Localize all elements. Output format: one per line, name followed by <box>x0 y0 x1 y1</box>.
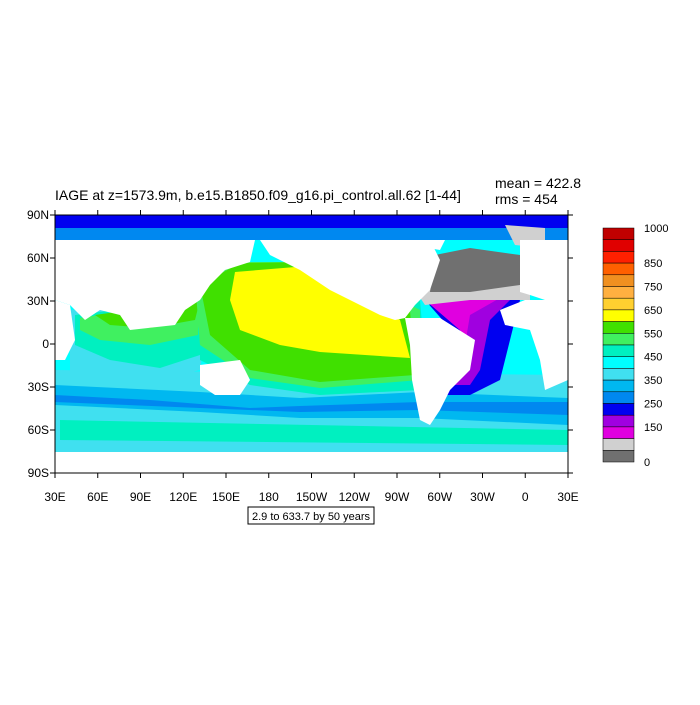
lat-label: 0 <box>42 337 49 351</box>
colorbar-box <box>602 414 635 428</box>
note-box <box>247 506 375 525</box>
lon-label: 60E <box>87 490 108 504</box>
antarctica <box>55 452 568 473</box>
lon-label: 150E <box>212 490 240 504</box>
colorbar-box <box>602 262 635 276</box>
lon-label: 120E <box>169 490 197 504</box>
colorbar-label: 0 <box>644 457 650 469</box>
australia <box>200 360 250 395</box>
colorbar-label: 750 <box>644 282 662 294</box>
colorbar-box <box>602 426 635 439</box>
lon-label: 180 <box>259 490 279 504</box>
lon-label: 120W <box>339 490 371 504</box>
title: IAGE at z=1573.9m, b.e15.B1850.f09_g16.p… <box>55 187 461 203</box>
rms: rms = 454 <box>495 191 558 207</box>
colorbar-box <box>602 438 635 451</box>
ocean-band <box>60 420 568 445</box>
lat-label: 30S <box>28 380 49 394</box>
colorbar-box <box>602 239 635 252</box>
lon-label: 0 <box>522 490 529 504</box>
lat-label: 60S <box>28 423 49 437</box>
colorbar-label: 550 <box>644 328 662 340</box>
colorbar-box <box>602 379 635 393</box>
colorbar-label: 1000 <box>644 223 668 235</box>
note: 2.9 to 633.7 by 50 years <box>252 511 371 523</box>
land <box>55 240 568 473</box>
colorbar-label: 250 <box>644 399 662 411</box>
africa <box>500 300 568 390</box>
colorbar-box <box>602 368 635 381</box>
lon-label: 30E <box>557 490 578 504</box>
lon-label: 150W <box>296 490 328 504</box>
pacific <box>230 265 410 358</box>
colorbar-label: 150 <box>644 422 662 434</box>
colorbar-box <box>602 297 635 311</box>
colorbar-box <box>602 391 635 404</box>
colorbar-box <box>602 403 635 416</box>
lat-label: 90S <box>28 466 49 480</box>
lat-label: 60N <box>27 251 49 265</box>
colorbar-box <box>602 251 635 264</box>
lat-label: 90N <box>27 208 49 222</box>
colorbar-box <box>602 309 635 322</box>
colorbar-label: 650 <box>644 305 662 317</box>
atlantic <box>430 248 520 292</box>
mean: mean = 422.8 <box>495 175 581 191</box>
south-america <box>405 318 475 425</box>
colorbar-label: 850 <box>644 258 662 270</box>
lon-label: 30E <box>44 490 65 504</box>
colorbar-label: 450 <box>644 352 662 364</box>
colorbar-box <box>602 333 635 346</box>
colorbar-box <box>602 227 635 240</box>
atlantic <box>425 295 500 345</box>
lon-label: 60W <box>427 490 452 504</box>
colorbar-box <box>602 274 635 287</box>
map <box>55 215 568 473</box>
island <box>425 240 445 250</box>
north-america <box>260 240 440 320</box>
europe <box>520 240 568 300</box>
colorbar-box <box>602 321 635 334</box>
lon-label: 30W <box>470 490 495 504</box>
lat-label: 30N <box>27 294 49 308</box>
arctic <box>55 215 568 228</box>
colorbar-box <box>602 286 635 299</box>
africa <box>55 300 75 360</box>
colorbar-box <box>602 450 635 463</box>
lon-label: 90E <box>130 490 151 504</box>
colorbar-label: 350 <box>644 375 662 387</box>
asia <box>55 240 255 330</box>
axes: 90N 60N 30N 0 30S 60S 90S 30E 60E 90E 120E 150E 180 1… <box>27 208 669 504</box>
colorbar-box <box>602 356 635 369</box>
lon-label: 90W <box>385 490 410 504</box>
colorbar-box <box>602 344 635 357</box>
